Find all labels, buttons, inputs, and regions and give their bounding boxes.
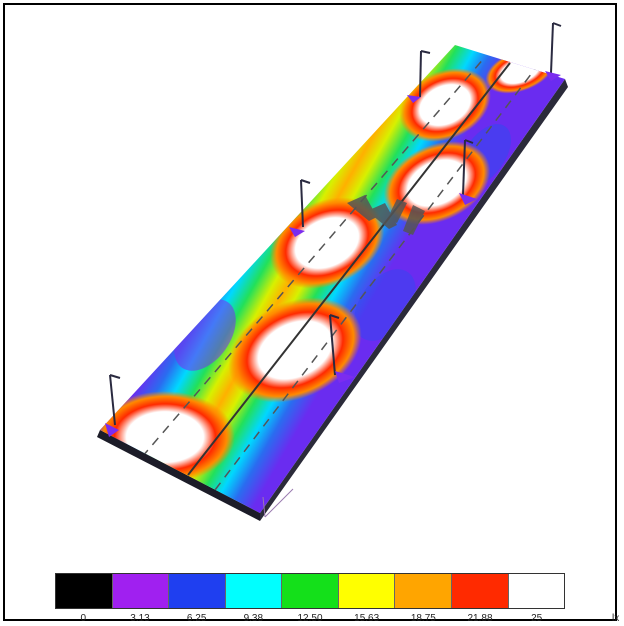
luminaire-base: [545, 71, 561, 81]
lane-marking-center: [187, 62, 511, 476]
legend-swatch: [225, 574, 283, 608]
colour-scale-legend: [55, 573, 565, 609]
luminaire: [550, 22, 562, 74]
traffic-arrows: [347, 195, 425, 235]
legend-tick-label: 18.75: [410, 613, 436, 624]
legend-tick-label: 21.88: [467, 613, 493, 624]
illuminance-hotspot: [228, 297, 362, 403]
legend-unit: lx: [612, 613, 620, 624]
lane-marking-dashed: [214, 68, 536, 491]
legend-tick-label: 15.63: [354, 613, 380, 624]
luminaire-base: [105, 423, 119, 437]
road-edge: [97, 430, 260, 521]
luminaire-base: [289, 227, 305, 237]
legend-tick-label: 9.38: [243, 613, 264, 624]
legend-swatch: [395, 574, 452, 608]
luminaire: [419, 50, 431, 98]
legend-tick-label: 3.13: [130, 613, 150, 624]
road-edge-right: [260, 79, 568, 521]
legend-swatch: [282, 574, 339, 608]
luminaire: [329, 314, 340, 376]
figure-frame: lx 0 3.13 6.25 9.38 12.50 15.63 18.75 21.88 25: [3, 3, 620, 624]
legend-swatch: [338, 574, 396, 608]
legend-tick-label: 25: [531, 613, 543, 624]
illuminance-hotspot: [399, 68, 491, 142]
luminaire: [109, 374, 121, 426]
legend-swatch: [169, 574, 226, 608]
legend-swatch: [508, 574, 565, 608]
luminaire-base: [459, 193, 477, 205]
low-zone: [260, 119, 320, 191]
luminaire-base: [407, 95, 421, 103]
legend-tick-label: 12.50: [297, 613, 323, 624]
legend-swatch: [112, 574, 170, 608]
observer-marker: [262, 488, 294, 518]
legend-tick-label: 6.25: [186, 613, 207, 624]
luminaire: [300, 179, 311, 228]
lane-marking-dashed: [141, 56, 486, 458]
luminaire-base: [335, 371, 355, 383]
illuminance-hotspot: [269, 197, 385, 289]
legend-swatch: [56, 574, 113, 608]
road-illuminance-scene: [97, 22, 568, 521]
luminaire: [462, 139, 474, 196]
legend-swatch: [451, 574, 509, 608]
legend-tick-label: 0: [80, 613, 87, 624]
